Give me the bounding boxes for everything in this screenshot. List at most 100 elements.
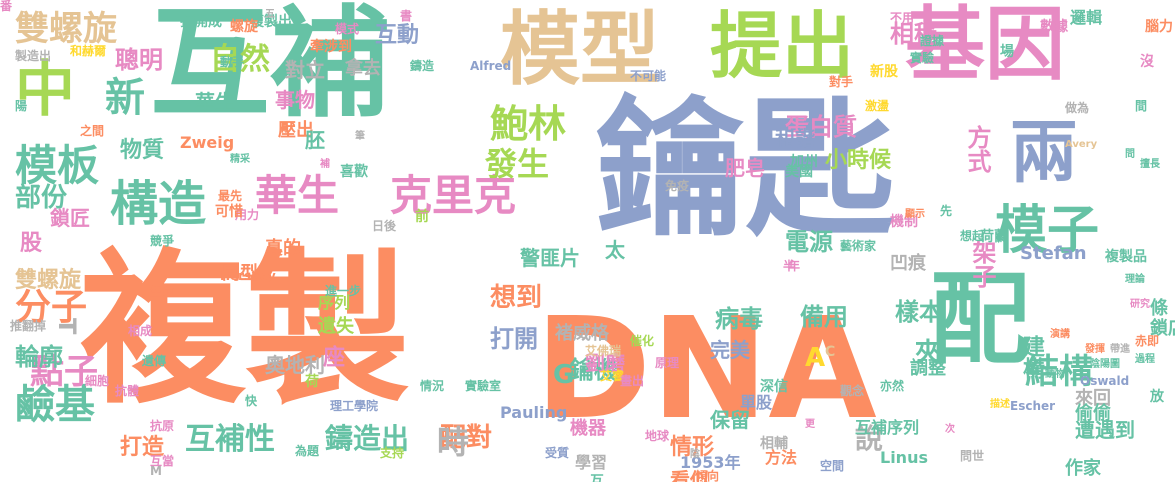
cloud-word: 抗體 [115,384,140,398]
cloud-word: 觀念 [840,384,865,398]
cloud-word: 真的 [265,238,301,259]
cloud-word: 褚威格 [555,323,609,344]
cloud-word: 番 [0,0,13,13]
cloud-word: 擅長 [1140,159,1160,170]
cloud-word: 精采 [230,154,250,165]
cloud-word: Alfred [470,59,512,73]
cloud-word: 看似 [670,468,710,482]
cloud-word: 克里克 [390,171,517,220]
cloud-word: Stefan [1020,243,1087,264]
cloud-word: 遭遇到 [1075,418,1135,442]
cloud-word: 病毒 [715,305,763,333]
cloud-word: 新 [105,75,145,121]
cloud-word: 兩 [1010,114,1079,193]
cloud-word: 保留 [710,408,750,432]
cloud-word: 五 [265,9,275,20]
cloud-word: 理工學院 [330,399,379,413]
cloud-word: 作家 [1065,458,1101,479]
cloud-word: 相稱 [890,20,938,48]
cloud-word: 受質 [545,446,570,460]
cloud-word: 電源 [785,228,833,256]
cloud-word: 間 [1135,99,1148,113]
cloud-word: 雙螺旋 [15,9,117,49]
cloud-word: 放 [1150,389,1164,405]
cloud-word: 鎖匠 [50,206,90,230]
cloud-word: G [553,360,575,390]
cloud-word: 鑰匙 [595,83,896,257]
cloud-word: 之間 [80,124,105,138]
cloud-word: 配 [930,261,1030,378]
cloud-word: 問 [1125,149,1135,160]
cloud-word: 胚 [305,128,325,152]
cloud-word: 帶進 [1110,344,1130,355]
cloud-word: 機器 [570,418,606,439]
cloud-word: 點子 [30,352,98,392]
cloud-word: 相輔 [760,436,788,452]
cloud-word: 年 [788,259,801,273]
cloud-word: 華生 [255,171,340,220]
cloud-word: 聰明 [115,46,163,74]
cloud-word: 說 [855,422,884,455]
cloud-word: 複製 [80,234,410,426]
cloud-word: 空間 [820,459,845,473]
cloud-word: 打開成 [180,14,222,30]
cloud-word: 亦然 [880,379,905,393]
cloud-word: 荷蘭 [980,229,1008,245]
cloud-word: 製造出 [15,49,52,63]
cloud-word: 畫出 [620,374,645,388]
cloud-word: 螺旋 [230,19,258,35]
cloud-word: 和赫爾 [70,44,107,58]
cloud-word: 書 [400,9,413,23]
cloud-word: 自然 [210,42,270,77]
cloud-word: 遺傳 [142,354,167,368]
cloud-word: 備用 [800,303,848,331]
cloud-word: 互 [590,474,604,482]
cloud-word: 發生 [485,145,550,183]
cloud-word: Escher [1010,399,1056,413]
cloud-word: 新股 [870,64,898,80]
cloud-word: 沒 [1140,54,1154,70]
cloud-word: 數據 [1040,19,1068,35]
cloud-word: 半 [783,259,796,273]
cloud-word: 發揮 [1085,344,1105,355]
cloud-word: 激盪 [865,99,890,113]
cloud-word: 研究 [1130,299,1150,310]
cloud-word: 序列 [318,293,351,312]
cloud-word: 劉磨 [585,351,625,375]
cloud-word: 腦力 [1145,19,1173,35]
cloud-word: Pauling [500,403,568,422]
cloud-word: 演講 [1050,329,1070,340]
cloud-word: 完美 [710,338,750,362]
cloud-word: 傾向 [695,469,720,482]
cloud-word: 陰陽圖 [1090,359,1120,370]
cloud-word: 打造 [120,435,165,460]
cloud-word: 蛋白質 [785,113,857,141]
cloud-word: 雙螺旋 [15,268,82,293]
cloud-word: 鑄造出 [325,422,410,455]
cloud-word: A [805,343,826,373]
cloud-word: 動手 [220,55,245,69]
cloud-word: 藝術家 [840,239,877,253]
cloud-word: 免疫 [665,179,690,193]
cloud-word: 時 [432,425,470,457]
cloud-word: 1953年 [680,453,741,472]
cloud-word: 小時候 [825,148,892,173]
cloud-word: 奧地利 [265,353,325,377]
cloud-word: 加州 [790,154,818,170]
cloud-word: 快 [245,394,258,408]
cloud-word: Linus [880,448,928,467]
cloud-word: 牽涉到 [310,39,352,55]
cloud-word: 互補性 [185,422,275,457]
cloud-word: 部份 [15,183,68,213]
cloud-word: 地球 [645,429,670,443]
cloud-word: 肥皂 [725,156,765,180]
cloud-word: 太 [605,238,625,262]
cloud-word: 構造 [110,176,207,232]
cloud-word: 細胞 [85,374,110,388]
cloud-word: 推翻掉 [10,319,47,333]
cloud-word: 互動 [375,23,420,48]
cloud-word: 鮑林 [490,102,567,146]
cloud-word: 來回 [1075,388,1111,409]
cloud-word: 艾佛瑞 [585,344,622,358]
